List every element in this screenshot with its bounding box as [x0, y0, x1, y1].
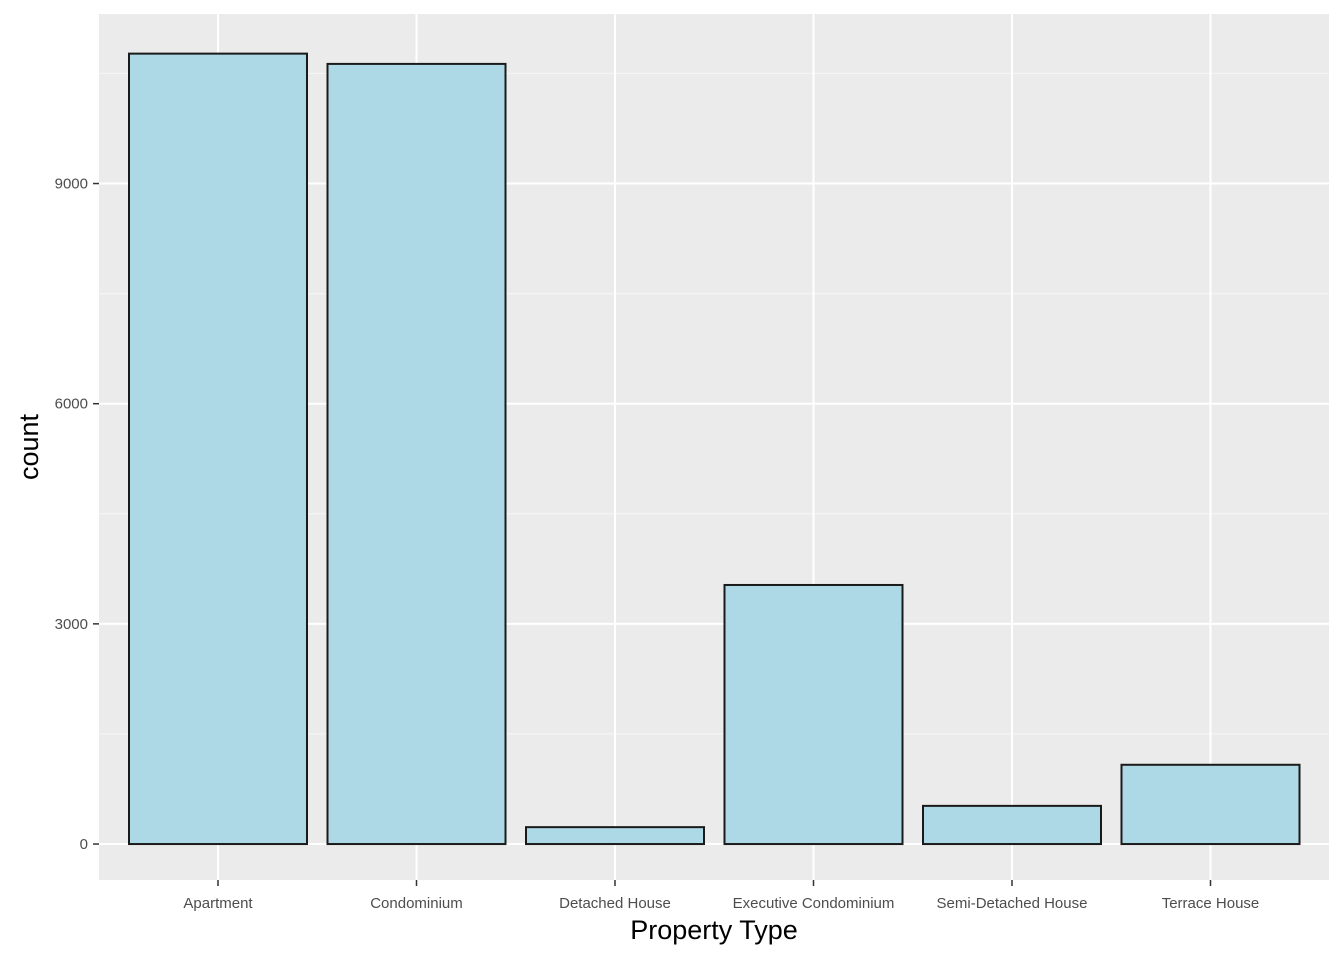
- y-tick-label: 3000: [55, 616, 88, 633]
- y-axis: 0 3000 6000 9000: [55, 176, 99, 853]
- bar-condominium: [326, 62, 507, 846]
- x-tick-label: Apartment: [183, 895, 253, 912]
- x-axis-title: Property Type: [630, 915, 798, 945]
- x-tick-label: Condominium: [370, 895, 463, 912]
- x-axis: Apartment Condominium Detached House Execut…: [183, 880, 1259, 912]
- bar-terrace-house: [1120, 763, 1301, 846]
- bar-apartment: [128, 52, 308, 846]
- x-tick-label: Detached House: [559, 895, 671, 912]
- y-tick-label: 0: [80, 836, 88, 853]
- bar-semi-detached-house: [922, 804, 1102, 846]
- x-tick-label: Executive Condominium: [733, 895, 895, 912]
- bars: [128, 52, 1301, 846]
- y-axis-title: count: [14, 413, 44, 480]
- x-tick-label: Semi-Detached House: [937, 895, 1088, 912]
- bar-executive-condominium: [723, 583, 904, 846]
- bar-detached-house: [525, 826, 705, 846]
- x-tick-label: Terrace House: [1162, 895, 1260, 912]
- y-tick-label: 9000: [55, 176, 88, 193]
- y-tick-label: 6000: [55, 396, 88, 413]
